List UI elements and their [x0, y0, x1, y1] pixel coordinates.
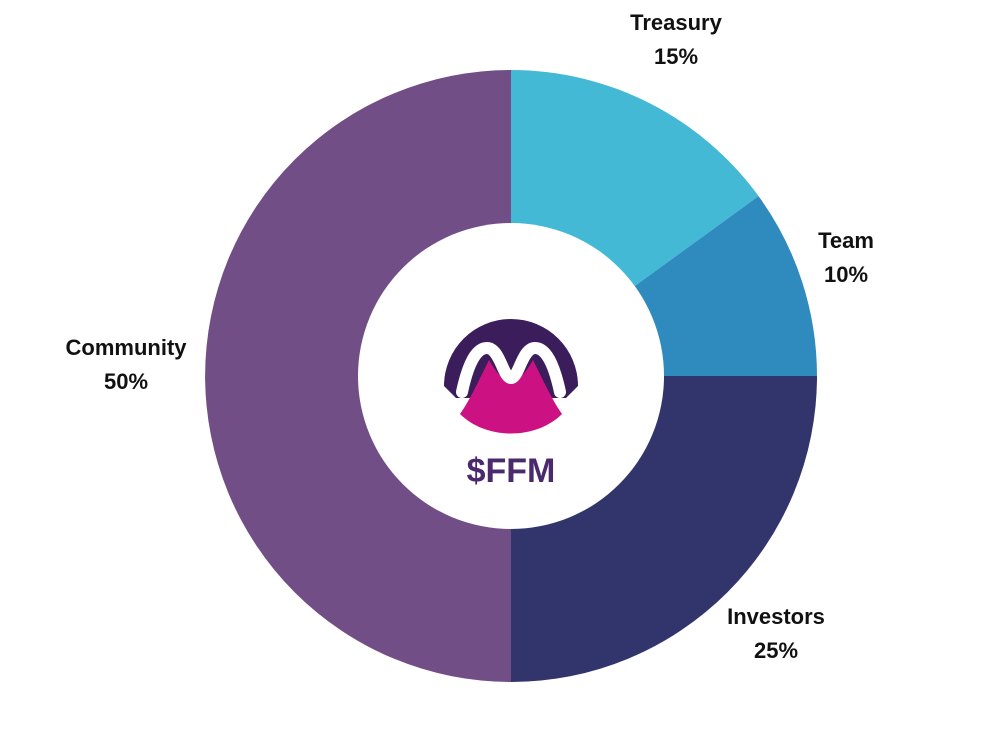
- slice-value-label-investors: 25%: [754, 638, 798, 663]
- token-symbol: $FFM: [467, 452, 556, 490]
- slice-label-community: Community: [66, 335, 188, 360]
- ffm-logo-icon: [444, 319, 578, 434]
- slice-value-label-community: 50%: [104, 369, 148, 394]
- logo-pink-mountain: [460, 360, 562, 434]
- slice-value-label-treasury: 15%: [654, 44, 698, 69]
- slice-value-label-team: 10%: [824, 262, 868, 287]
- labels-layer: Treasury 15% Team 10% Investors 25% Community 5…: [66, 10, 874, 663]
- logo-m-stroke: [456, 342, 566, 398]
- logo-arch: [444, 319, 578, 398]
- slice-label-treasury: Treasury: [630, 10, 722, 35]
- slice-label-investors: Investors: [727, 604, 825, 629]
- slice-label-team: Team: [818, 228, 874, 253]
